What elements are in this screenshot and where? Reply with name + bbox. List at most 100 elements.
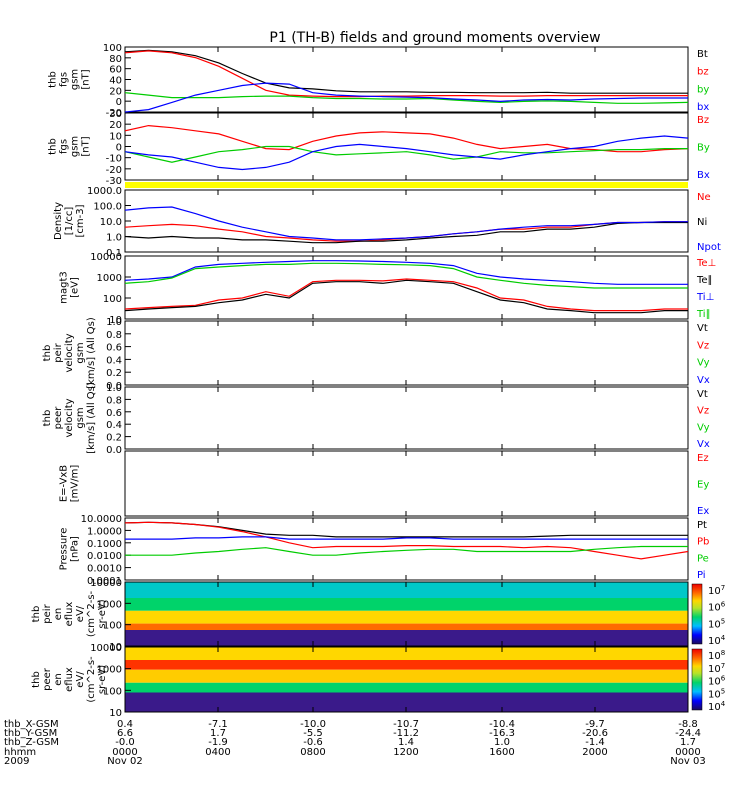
y-axis-label: thb <box>48 71 59 88</box>
legend-entry: by <box>697 84 709 95</box>
y-tick-label: 30 <box>109 109 122 120</box>
legend-entry: Ez <box>697 453 709 464</box>
y-axis-label: [nPa] <box>70 536 81 562</box>
legend-entry: Bz <box>697 115 709 126</box>
y-axis-label: peer <box>53 406 64 430</box>
footer-row-label: 2009 <box>4 756 29 767</box>
y-axis-label: (cm^2-s- <box>86 656 97 703</box>
colorbar-label: 105 <box>708 617 725 630</box>
y-tick-label: 1000 <box>97 599 122 610</box>
colorbar-label: 107 <box>708 584 725 597</box>
heatmap-band <box>125 647 688 660</box>
series-line-Ni <box>124 221 688 244</box>
footer-value: 1.0 <box>494 737 510 748</box>
legend-entry: Bx <box>697 170 710 181</box>
y-tick-label: 10.0000 <box>81 514 122 525</box>
y-tick-label: 0.4 <box>106 420 122 431</box>
y-axis-label: (cm^2-s- <box>86 590 97 637</box>
footer-value: -16.3 <box>489 728 515 739</box>
series-line-by <box>124 92 689 104</box>
y-axis-label: gsm <box>75 342 86 363</box>
panel-9: 107 106 105 104 10000 1000 100 10 thb peir en eflux… <box>31 578 726 653</box>
y-tick-label: 0.8 <box>106 395 122 406</box>
x-tick-label: 0000 <box>112 747 137 758</box>
y-tick-label: 0.0010 <box>87 564 122 575</box>
legend-entry: Te∥ <box>696 275 713 286</box>
footer-value: -7.1 <box>208 719 228 730</box>
footer-value: -10.0 <box>300 719 326 730</box>
footer-value: -0.6 <box>303 737 323 748</box>
footer-value: -1.9 <box>208 737 228 748</box>
heatmap-band <box>125 692 688 712</box>
legend-entry: Vt <box>697 323 708 334</box>
x-tick-label: 2000 <box>582 747 607 758</box>
y-tick-label: 1.0 <box>106 317 122 328</box>
footer-value: -1.4 <box>585 737 605 748</box>
y-tick-label: 0.6 <box>106 408 122 419</box>
legend-entry: Vx <box>697 439 710 450</box>
colorbar <box>691 583 703 645</box>
y-axis-label: peir <box>53 342 64 362</box>
x-tick-label: 1200 <box>393 747 418 758</box>
y-tick-label: 0.4 <box>106 355 122 366</box>
series-line-Npot <box>124 206 688 241</box>
footer-value: -20.6 <box>582 728 608 739</box>
y-tick-label: 1000 <box>97 273 122 284</box>
y-tick-label: 10000 <box>90 252 122 263</box>
y-axis-label: fgs <box>59 72 70 87</box>
y-tick-label: 0.0 <box>106 381 122 392</box>
y-axis-label: thb <box>42 410 53 427</box>
footer-value: 1.7 <box>680 737 696 748</box>
legend-entry: Pe <box>697 553 709 564</box>
legend-entry: Vx <box>697 375 710 386</box>
legend-entry: Vt <box>697 389 708 400</box>
y-axis-label: [eV] <box>70 277 81 298</box>
heatmap-band <box>125 669 688 683</box>
heatmap-band <box>125 610 688 624</box>
colorbar <box>691 648 703 711</box>
footer-value: -11.2 <box>393 728 419 739</box>
y-tick-label: 20 <box>109 86 122 97</box>
y-axis-label: eV/ <box>75 671 86 688</box>
y-tick-label: 1.0 <box>106 233 122 244</box>
y-tick-label: -20 <box>106 165 122 176</box>
legend-entry: Pb <box>697 537 709 548</box>
colorbar-label: 104 <box>708 700 726 713</box>
y-axis-label: velocity <box>64 333 75 372</box>
y-axis-label: gsm <box>70 136 81 157</box>
y-tick-label: 100 <box>103 43 122 54</box>
legend-entry: Pi <box>697 570 706 581</box>
y-tick-label: 60 <box>109 65 122 76</box>
y-axis-label: thb <box>31 606 42 623</box>
legend-entry: By <box>697 143 710 154</box>
y-axis-label: [nT] <box>81 69 92 89</box>
colorbar-label: 106 <box>708 601 726 614</box>
y-tick-label: -30 <box>106 176 122 187</box>
y-tick-label: 10000 <box>90 643 122 654</box>
legend-entry: Bt <box>697 49 708 60</box>
y-tick-label: 0.1 <box>106 248 122 259</box>
colorbar-label: 105 <box>708 687 725 700</box>
x-date-label: Nov 02 <box>107 756 142 767</box>
y-axis-label: en <box>53 673 64 686</box>
series-line-Pe <box>125 545 688 556</box>
y-tick-label: 40 <box>109 76 122 87</box>
panel-frame <box>124 450 689 517</box>
series-line-Bt <box>124 49 688 94</box>
footer-value: 1.7 <box>210 728 226 739</box>
panel-frame <box>124 112 689 181</box>
y-axis-label: fgs <box>59 139 70 154</box>
y-axis-label: eV/ <box>75 605 86 622</box>
y-tick-label: 10 <box>109 708 122 719</box>
heatmap-band <box>125 598 688 611</box>
legend-entry: Vz <box>697 406 709 417</box>
series-line-Pt <box>124 521 688 538</box>
y-tick-label: 0 <box>116 143 122 154</box>
y-axis-label: eflux <box>64 667 75 692</box>
panel-frame <box>124 386 689 450</box>
panel-frame <box>124 320 689 386</box>
